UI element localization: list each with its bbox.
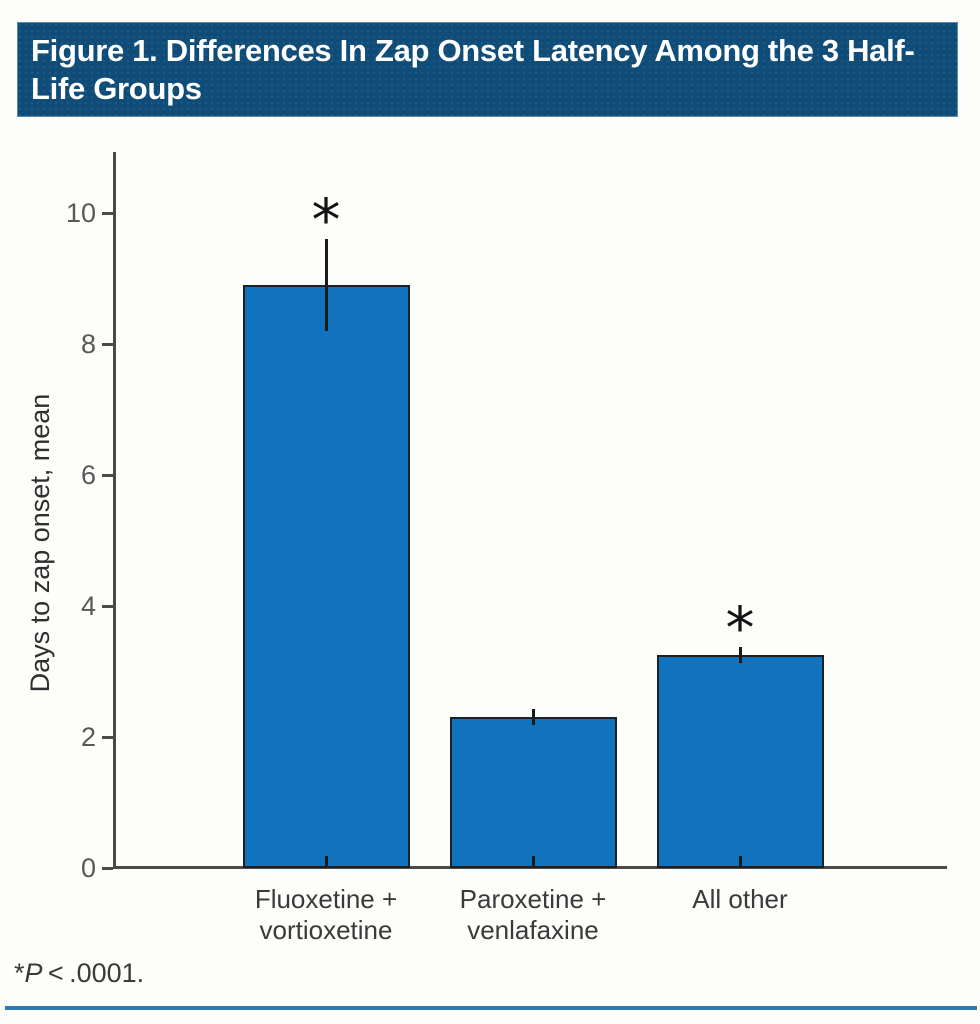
x-category-label: All other (630, 884, 850, 915)
y-tick (102, 212, 113, 215)
footnote-text: < .0001. (42, 958, 145, 988)
x-category-label-line: vortioxetine (259, 915, 393, 945)
bar (242, 285, 410, 868)
bar (656, 655, 824, 868)
significance-asterisk: * (725, 594, 755, 663)
x-category-label-line: Fluoxetine + (254, 884, 398, 914)
y-tick-label: 0 (80, 853, 96, 883)
y-tick-label: 2 (80, 722, 96, 752)
significance-asterisk: * (311, 186, 341, 255)
y-tick (102, 343, 113, 346)
y-tick (102, 605, 113, 608)
x-category-label-line: venlafaxine (467, 915, 599, 945)
y-tick (102, 736, 113, 739)
bar (449, 717, 617, 868)
y-tick-label: 8 (80, 329, 96, 359)
x-category-label-line: All other (692, 884, 788, 914)
error-bar (738, 647, 742, 663)
bottom-rule (5, 1006, 977, 1010)
y-axis-title: Days to zap onset, mean (25, 393, 55, 693)
x-tick (324, 856, 328, 866)
footnote-p-label: P (24, 958, 43, 988)
y-tick-label: 6 (80, 460, 96, 490)
y-tick (102, 867, 113, 870)
error-bar (531, 709, 535, 726)
figure-title: Figure 1. Differences In Zap Onset Laten… (31, 33, 915, 106)
x-tick (531, 856, 535, 866)
y-tick-label: 10 (65, 198, 96, 228)
figure-title-bar: Figure 1. Differences In Zap Onset Laten… (17, 22, 958, 117)
x-category-label: Fluoxetine + vortioxetine (216, 884, 436, 946)
x-tick (738, 856, 742, 866)
x-category-label-line: Paroxetine + (459, 884, 607, 914)
footnote-marker: * (14, 958, 25, 988)
y-axis-line (113, 152, 116, 869)
y-tick-label: 4 (80, 591, 96, 621)
x-category-label: Paroxetine + venlafaxine (423, 884, 643, 946)
y-tick (102, 474, 113, 477)
footnote: *P < .0001. (14, 958, 144, 989)
error-bar (324, 239, 328, 331)
